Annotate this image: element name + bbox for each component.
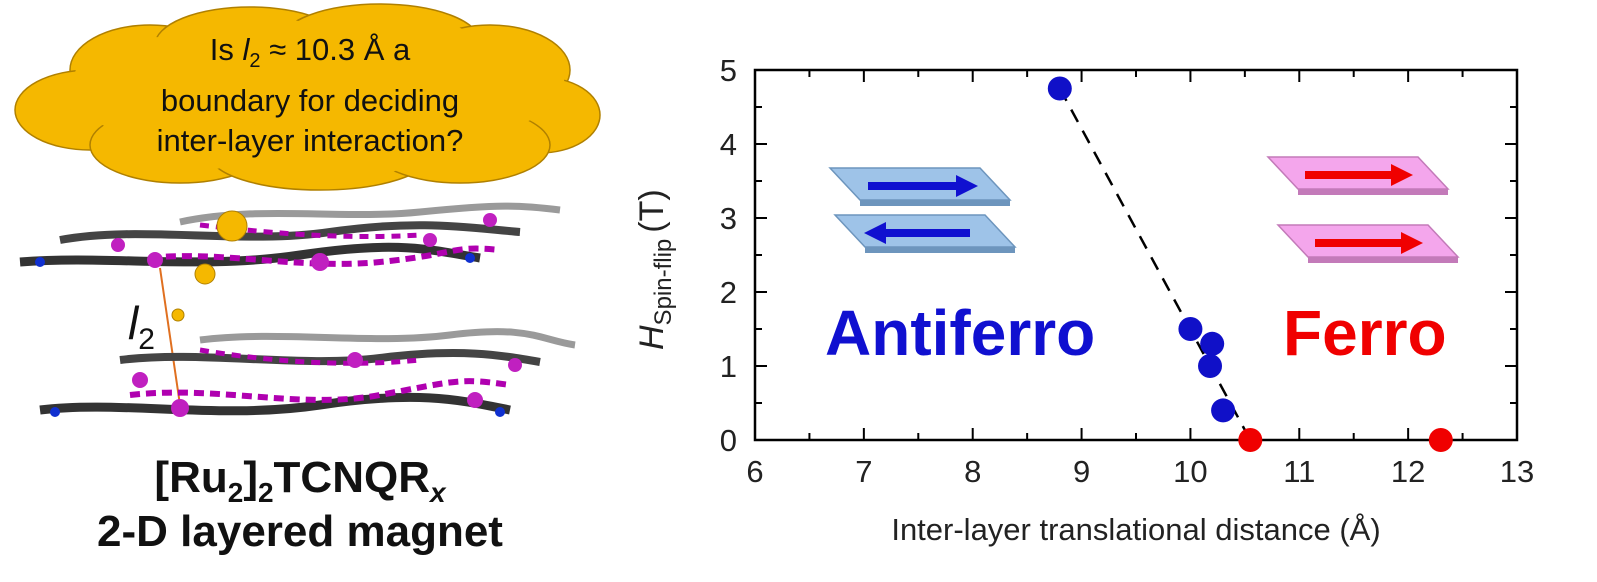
structure-illustration [14, 3, 601, 417]
x-tick-label: 7 [855, 454, 872, 489]
y-tick-label: 5 [720, 53, 737, 88]
data-point [1428, 428, 1453, 452]
spin-arrowhead [864, 222, 886, 244]
lower-layer [39, 328, 576, 417]
y-tick-label: 3 [720, 201, 737, 236]
x-axis-label: Inter-layer translational distance (Å) [891, 512, 1380, 547]
spin-arrowhead [1401, 232, 1423, 254]
x-tick-label: 9 [1073, 454, 1090, 489]
x-tick-label: 6 [746, 454, 763, 489]
y-tick-label: 0 [720, 423, 737, 458]
spin-arrowhead [956, 175, 978, 197]
x-tick-label: 10 [1173, 454, 1207, 489]
cloud-line-2: boundary for deciding [160, 83, 460, 119]
spin-flip-chart: 6 7 8 9 10 11 12 13 0 1 2 3 4 5 Inter-layer translati… [610, 0, 1597, 577]
upper-layer [19, 202, 561, 285]
layer-slab-edge [1308, 257, 1458, 263]
layer-slab-edge [1298, 189, 1448, 195]
data-point [1198, 354, 1223, 378]
y-axis-label: HSpin-flip(T) [633, 189, 677, 350]
region-label-antiferro: Antiferro [825, 297, 1095, 369]
trend-line [1058, 87, 1252, 441]
layer-slab-edge [865, 247, 1015, 253]
region-label-ferro: Ferro [1283, 297, 1447, 369]
layer-slab-edge [860, 200, 1010, 206]
formula-caption: [Ru2]2TCNQRx [154, 453, 446, 508]
data-point [1178, 317, 1203, 341]
y-tick-label: 4 [720, 127, 737, 162]
x-tick-label: 11 [1283, 454, 1315, 489]
cloud-question: Is l2 ≈ 10.3 Å a boundary for deciding i… [120, 30, 500, 161]
data-point [1047, 76, 1072, 101]
data-marks [1047, 76, 1453, 452]
x-tick-label: 12 [1391, 454, 1425, 489]
cloud-line-3: inter-layer interaction? [156, 123, 464, 159]
y-tick-label: 2 [720, 275, 737, 310]
x-tick-label: 8 [964, 454, 981, 489]
y-tick-label: 1 [720, 349, 737, 384]
spin-diagrams [828, 156, 1460, 263]
l2-distance-line [159, 267, 181, 406]
x-tick-label: 13 [1500, 454, 1534, 489]
structure-panel: Is l2 ≈ 10.3 Å a boundary for deciding i… [0, 0, 640, 577]
magnet-caption: 2-D layered magnet [97, 507, 503, 556]
data-point [1211, 398, 1236, 423]
data-point [1238, 428, 1263, 452]
l2-label: l2 [128, 297, 155, 357]
cloud-line-1: Is l2 ≈ 10.3 Å a [209, 32, 411, 73]
spin-arrowhead [1391, 164, 1413, 186]
data-point [1200, 331, 1225, 356]
